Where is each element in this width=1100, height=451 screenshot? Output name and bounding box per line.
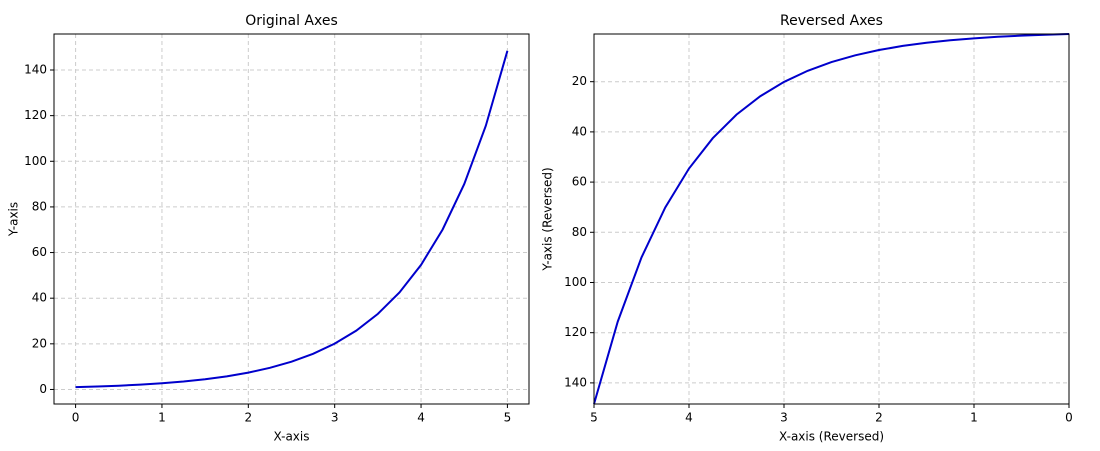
x-tick-label: 1 xyxy=(970,411,978,425)
x-tick-label: 0 xyxy=(1065,411,1073,425)
x-tick-label: 1 xyxy=(158,411,166,425)
x-tick-label: 5 xyxy=(504,411,512,425)
y-tick-label: 80 xyxy=(32,199,47,213)
x-tick-label: 3 xyxy=(331,411,339,425)
x-axis-label: X-axis xyxy=(274,430,310,444)
y-tick-label: 100 xyxy=(24,154,47,168)
x-axis-label: X-axis (Reversed) xyxy=(779,430,884,444)
y-tick-label: 0 xyxy=(39,382,47,396)
plot-frame xyxy=(593,33,1070,405)
x-tick-label: 0 xyxy=(72,411,80,425)
y-tick-label: 60 xyxy=(572,175,587,189)
chart-title: Original Axes xyxy=(245,13,338,29)
y-tick-label: 120 xyxy=(564,325,587,339)
y-axis-label: Y-axis xyxy=(7,202,21,237)
x-tick-label: 4 xyxy=(417,411,425,425)
y-tick-label: 100 xyxy=(564,275,587,289)
plot-frame xyxy=(53,33,530,405)
x-tick-label: 2 xyxy=(875,411,883,425)
y-tick-label: 120 xyxy=(24,108,47,122)
chart-title: Reversed Axes xyxy=(780,13,883,29)
y-tick-label: 80 xyxy=(572,225,587,239)
y-axis-label: Y-axis (Reversed) xyxy=(541,167,555,271)
y-tick-label: 40 xyxy=(572,124,587,138)
y-tick-label: 40 xyxy=(32,291,47,305)
y-tick-label: 20 xyxy=(572,74,587,88)
x-tick-label: 3 xyxy=(780,411,788,425)
x-tick-label: 2 xyxy=(244,411,252,425)
data-line xyxy=(75,50,509,389)
y-tick-label: 60 xyxy=(32,245,47,259)
y-tick-label: 140 xyxy=(24,63,47,77)
x-tick-label: 5 xyxy=(590,411,598,425)
data-line xyxy=(593,33,1070,405)
y-tick-label: 140 xyxy=(564,375,587,389)
x-tick-label: 4 xyxy=(685,411,693,425)
y-tick-label: 20 xyxy=(32,336,47,350)
